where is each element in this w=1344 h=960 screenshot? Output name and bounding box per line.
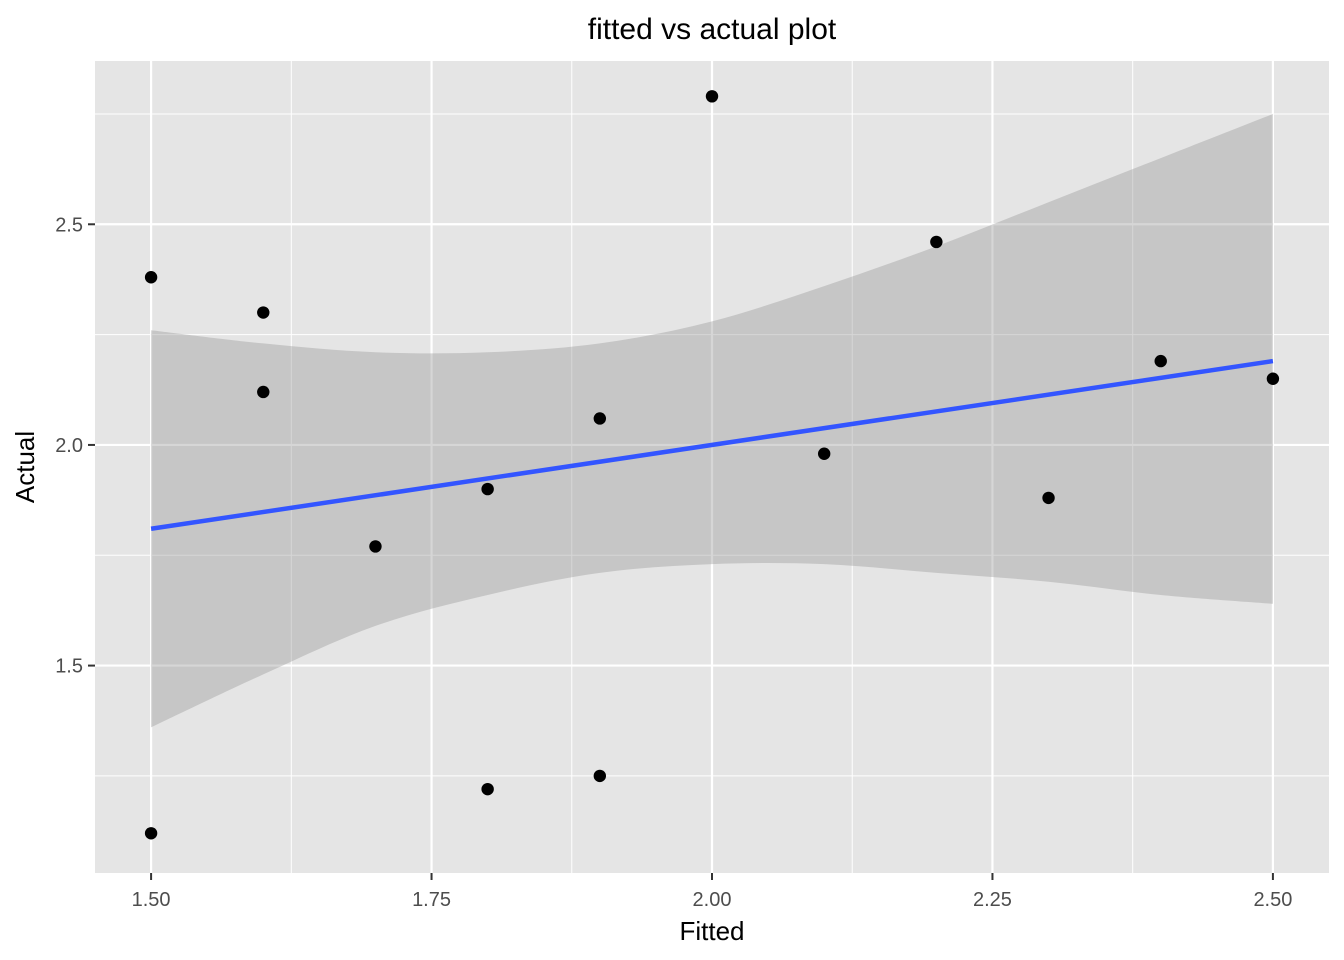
y-axis: 1.5 2.0 2.5 <box>55 214 95 678</box>
x-axis-title: Fitted <box>679 916 744 946</box>
data-point <box>930 235 943 249</box>
x-tick-label: 2.00 <box>693 889 732 911</box>
x-tick-label: 2.25 <box>973 889 1012 911</box>
y-axis-title: Actual <box>10 431 40 503</box>
data-point <box>1154 354 1167 368</box>
x-tick-label: 1.75 <box>412 889 451 911</box>
y-tick-label: 2.5 <box>55 214 83 236</box>
data-point <box>1042 491 1055 505</box>
confidence-band <box>151 113 1273 728</box>
x-axis: 1.50 1.75 2.00 2.25 2.50 <box>132 873 1292 911</box>
chart-title: fitted vs actual plot <box>588 13 837 46</box>
data-point <box>593 769 607 783</box>
data-point <box>593 412 607 425</box>
data-point <box>481 782 494 796</box>
plot-panel <box>95 61 1329 873</box>
data-points <box>144 90 1280 840</box>
data-point <box>369 540 382 553</box>
regression-line <box>150 358 1274 532</box>
data-point <box>705 90 719 103</box>
data-point <box>144 827 158 840</box>
data-point <box>257 306 270 319</box>
data-point <box>1266 372 1280 385</box>
data-point <box>144 271 158 284</box>
y-tick-label: 1.5 <box>55 656 83 678</box>
data-point <box>257 385 270 399</box>
data-point <box>817 447 831 460</box>
data-point <box>481 482 494 496</box>
x-tick-label: 1.50 <box>132 889 171 911</box>
y-tick-label: 2.0 <box>55 435 83 457</box>
x-tick-label: 2.50 <box>1253 889 1292 911</box>
